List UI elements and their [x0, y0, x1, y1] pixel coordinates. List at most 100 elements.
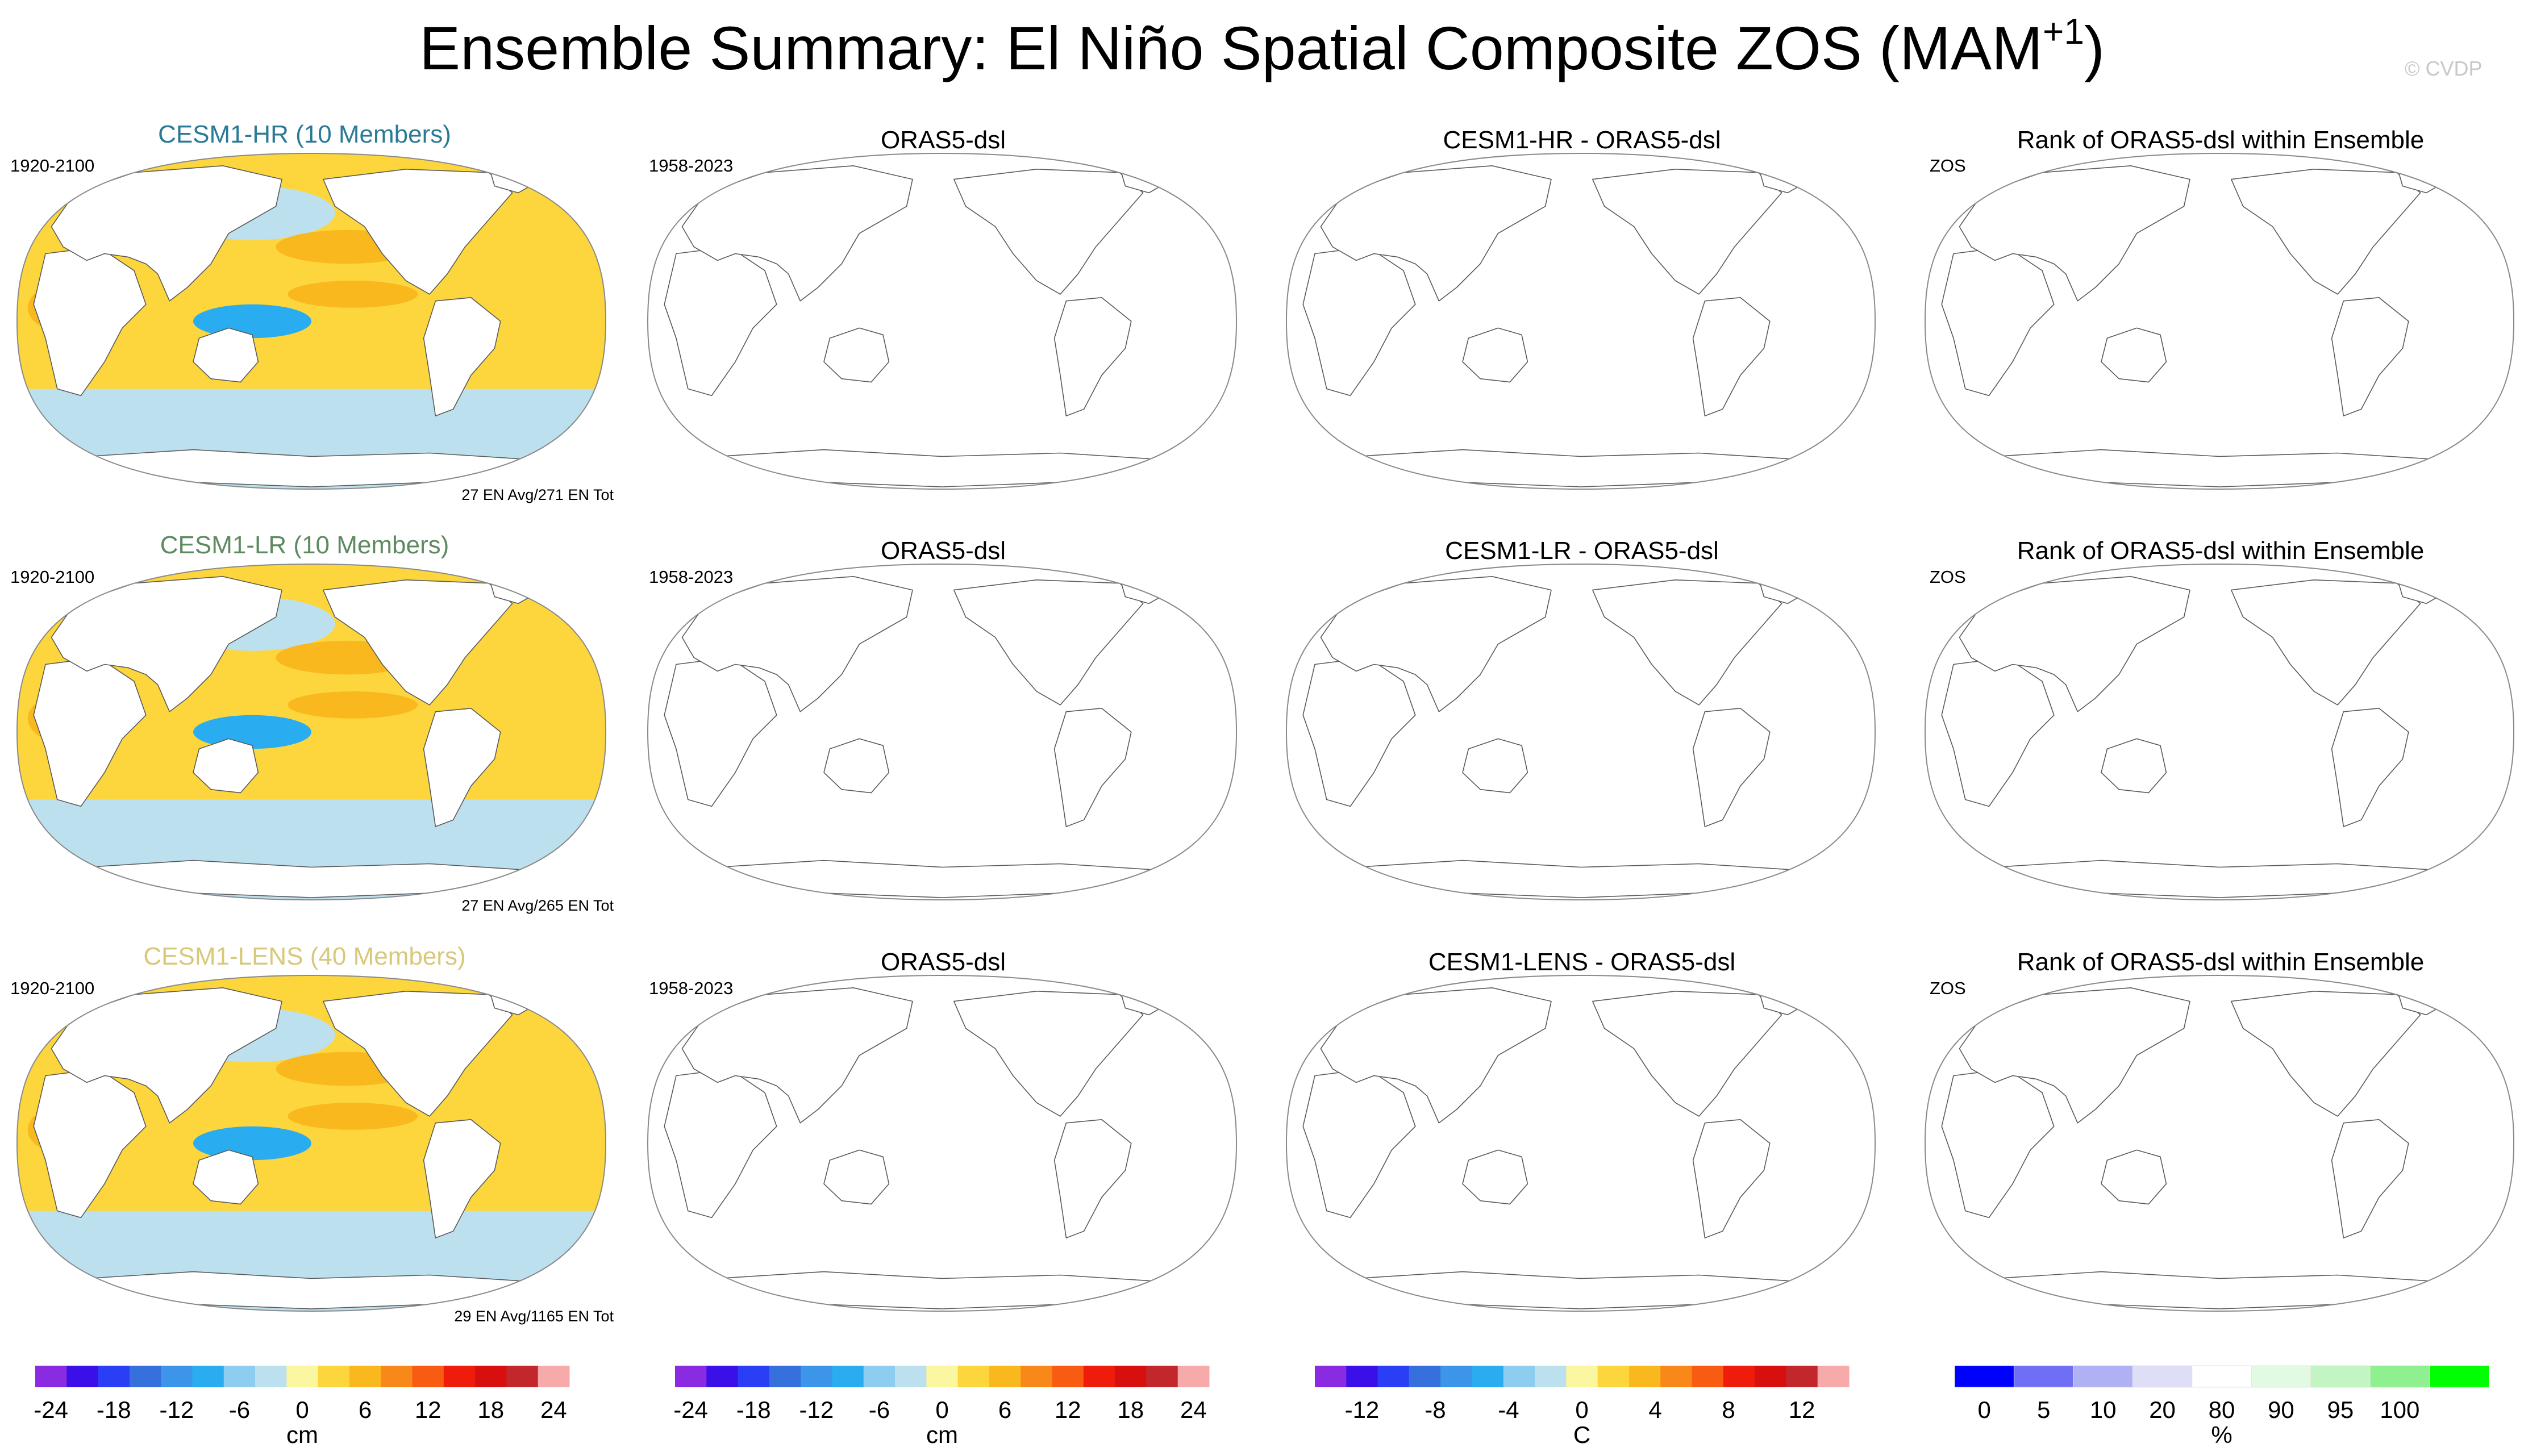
colorbar-bin [129, 1366, 161, 1387]
south-equatorial-anomaly [288, 1103, 418, 1130]
colorbar-tick-label: 18 [1117, 1396, 1144, 1423]
colorbar-bin [1115, 1366, 1147, 1387]
map-field [1925, 153, 2514, 489]
colorbar-tick-label: 12 [415, 1396, 442, 1423]
obs-composite-map [647, 563, 1238, 901]
south-america-outline [2331, 708, 2409, 827]
south-america-outline [1053, 1119, 1132, 1238]
colorbar-tick-label: -24 [673, 1396, 708, 1423]
colorbar-tick-label: -18 [97, 1396, 131, 1423]
africa-outline [664, 1068, 777, 1219]
title-close: ) [2084, 14, 2105, 82]
map-field [1925, 975, 2514, 1311]
map-field [1286, 975, 1875, 1311]
south-america-outline [1692, 708, 1771, 827]
map-field [648, 975, 1236, 1311]
colorbar-tick-label: 10 [2090, 1396, 2117, 1423]
eurasia-outline [51, 576, 282, 712]
rank-colorbar: 0 5 10 20 80 90 95 100% [1954, 1365, 2489, 1448]
colorbar-bin [381, 1366, 413, 1387]
colorbar-unit-label: cm [286, 1421, 318, 1448]
colorbar-bin [475, 1366, 507, 1387]
eurasia-outline [681, 576, 913, 712]
diff-panel-title: CESM1-LR - ORAS5-dsl [1445, 537, 1719, 565]
colorbar-bin [957, 1366, 990, 1387]
colorbar-bin [443, 1366, 476, 1387]
obs-years: 1958-2023 [649, 978, 734, 998]
africa-outline [1302, 1068, 1416, 1219]
colorbar-tick-label: 100 [2380, 1396, 2419, 1423]
colorbar-bin [1377, 1366, 1410, 1387]
australia-outline [1462, 327, 1528, 383]
model-composite-map [16, 563, 607, 901]
map-border [16, 563, 607, 901]
africa-outline [1941, 246, 2055, 397]
colorbar-bin [161, 1366, 193, 1387]
map-field [17, 975, 606, 1311]
map-field [648, 153, 1236, 489]
colorbar-tick-label: 0 [1978, 1396, 1991, 1423]
map-field [648, 564, 1236, 900]
obs-panel-title: ORAS5-dsl [880, 537, 1006, 565]
south-america-outline [423, 297, 501, 416]
colorbar-bin [1535, 1366, 1567, 1387]
eurasia-outline [681, 987, 913, 1124]
africa-outline [664, 246, 777, 397]
model-years: 1920-2100 [10, 156, 95, 176]
colorbar-tick-label: -12 [1345, 1396, 1380, 1423]
colorbar-bin [706, 1366, 739, 1387]
colorbar-bin [412, 1366, 444, 1387]
australia-outline [2101, 327, 2167, 383]
colorbar-tick-label: 8 [1722, 1396, 1735, 1423]
eurasia-outline [1320, 576, 1552, 712]
eurasia-outline [1959, 165, 2190, 302]
colorbar-bin [1409, 1366, 1441, 1387]
diff-panel-title: CESM1-HR - ORAS5-dsl [1443, 126, 1721, 154]
rank-map [1924, 563, 2515, 901]
diff-panel-title: CESM1-LENS - ORAS5-dsl [1428, 948, 1736, 976]
colorbar-bin [538, 1366, 570, 1387]
south-america-outline [2331, 1119, 2409, 1238]
colorbar-bin [989, 1366, 1021, 1387]
africa-outline [1302, 246, 1416, 397]
colorbar-bin [1083, 1366, 1115, 1387]
colorbar-tick-label: -12 [159, 1396, 194, 1423]
obs-composite-map [647, 152, 1238, 490]
colorbar-unit-label: cm [926, 1421, 958, 1448]
south-america-outline [1692, 297, 1771, 416]
obs-years: 1958-2023 [649, 567, 734, 587]
map-border [1285, 563, 1876, 901]
australia-outline [193, 327, 259, 383]
colorbar-tick-label: -6 [229, 1396, 250, 1423]
australia-outline [823, 738, 890, 794]
south-america-outline [1053, 297, 1132, 416]
colorbar-bin [1315, 1366, 1347, 1387]
colorbar-bin [1503, 1366, 1535, 1387]
model-colorbar: -24 -18 -12 -6 0 6 12 18 24 cm [34, 1366, 570, 1448]
south-equatorial-anomaly [288, 691, 418, 719]
colorbar-bin [832, 1366, 864, 1387]
colorbar-bin [2132, 1365, 2193, 1388]
australia-outline [2101, 1149, 2167, 1205]
colorbar-bin [2429, 1365, 2489, 1388]
colorbar-bin [926, 1366, 959, 1387]
australia-outline [2101, 738, 2167, 794]
colorbar-bin [318, 1366, 350, 1387]
colorbar-tick-label: 24 [540, 1396, 567, 1423]
colorbar-bin [1177, 1366, 1210, 1387]
difference-map [1285, 563, 1876, 901]
colorbar-tick-label: -8 [1425, 1396, 1446, 1423]
colorbar-bin [2013, 1365, 2074, 1388]
colorbar-bin [349, 1366, 381, 1387]
colorbar-tick-label: 20 [2149, 1396, 2176, 1423]
difference-map [1285, 152, 1876, 490]
colorbar-bin [1146, 1366, 1178, 1387]
model-event-count: 27 EN Avg/265 EN Tot [461, 897, 614, 914]
diff-colorbar: -12 -8 -4 0 4 8 12 C [1315, 1366, 1850, 1448]
australia-outline [193, 1149, 259, 1205]
colorbar-bin [2369, 1365, 2430, 1388]
eurasia-outline [1320, 987, 1552, 1124]
colorbar-bin [1472, 1366, 1504, 1387]
eurasia-outline [1959, 987, 2190, 1124]
colorbar-tick-label: 0 [1575, 1396, 1588, 1423]
